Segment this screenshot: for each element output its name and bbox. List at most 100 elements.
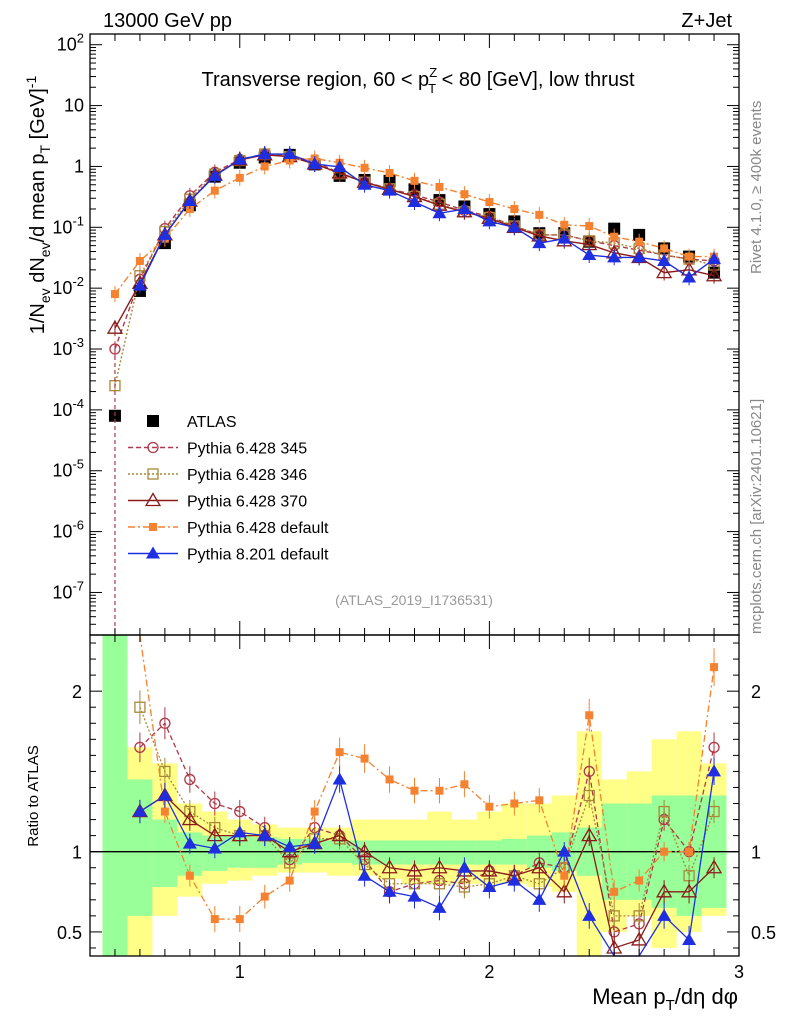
ratio-point xyxy=(431,859,448,874)
ratio-point xyxy=(705,859,723,874)
y-tick-label: 10-5 xyxy=(52,457,84,481)
data-point xyxy=(557,231,572,244)
data-point xyxy=(260,162,269,171)
legend-marker xyxy=(146,546,160,559)
legend-item: Pythia 6.428 default xyxy=(128,520,329,537)
ratio-point xyxy=(660,847,669,856)
ratio-y-tick-label: 0.5 xyxy=(57,923,82,943)
data-point xyxy=(482,214,497,227)
ratio-point xyxy=(385,775,394,784)
analysis-tag: (ATLAS_2019_I1736531) xyxy=(335,592,493,608)
ratio-point xyxy=(257,828,272,841)
data-point xyxy=(385,169,394,178)
data-point xyxy=(485,198,494,207)
green-band xyxy=(102,635,128,956)
ratio-point xyxy=(482,879,497,892)
legend-item: Pythia 6.428 346 xyxy=(128,467,307,484)
ratio-point xyxy=(610,887,619,896)
ratio-point xyxy=(582,908,597,921)
ratio-point xyxy=(310,807,319,816)
legend-item: Pythia 6.428 370 xyxy=(128,492,307,511)
data-point xyxy=(135,256,144,265)
process-label: Z+Jet xyxy=(681,10,732,32)
energy-label: 13000 GeV pp xyxy=(103,10,232,32)
ratio-point xyxy=(458,881,471,893)
legend-marker xyxy=(144,492,162,507)
green-band xyxy=(152,819,178,887)
data-point xyxy=(460,190,469,199)
ratio-point xyxy=(207,841,222,854)
data-point xyxy=(110,290,119,299)
ratio-point xyxy=(507,873,522,886)
ratio-line xyxy=(139,634,715,920)
ratio-point xyxy=(235,915,244,924)
y-tick-label: 10-3 xyxy=(52,335,84,359)
ratio-point xyxy=(680,883,698,898)
data-point xyxy=(106,319,124,334)
data-point xyxy=(232,152,247,165)
data-point xyxy=(109,343,121,355)
data-point xyxy=(235,173,244,182)
data-point xyxy=(682,270,697,283)
ratio-point xyxy=(182,836,197,849)
x-tick-label: 2 xyxy=(484,962,494,982)
ratio-point xyxy=(485,802,494,811)
ratio-point xyxy=(707,764,722,777)
legend-label: Pythia 6.428 346 xyxy=(187,467,307,484)
ratio-point xyxy=(210,915,219,924)
ratio-point xyxy=(581,827,598,842)
ratio-point xyxy=(134,741,146,753)
ratio-y-tick-label-right: 0.5 xyxy=(751,923,776,943)
ratio-point xyxy=(357,868,372,881)
data-point xyxy=(655,264,673,279)
ratio-point xyxy=(234,805,246,818)
data-point xyxy=(510,204,519,213)
x-tick-label: 3 xyxy=(734,962,744,982)
ratio-y-tick-label-right: 1 xyxy=(751,843,761,863)
data-point xyxy=(357,177,372,190)
data-point xyxy=(457,201,472,214)
x-tick-label: 1 xyxy=(235,962,245,982)
y-tick-label: 10-2 xyxy=(52,274,84,298)
data-point xyxy=(707,252,722,265)
legend-marker xyxy=(147,468,159,480)
axes: 10-7 10-6 10-5 10-4 10-3 10-2 10-1 1 10 102 1 2 3 0.5… xyxy=(52,31,776,982)
y-tick-label: 10-6 xyxy=(52,518,84,542)
y-tick-label: 1 xyxy=(74,156,84,176)
ratio-point xyxy=(631,931,648,946)
ratio-point xyxy=(583,765,595,778)
ratio-point xyxy=(608,910,620,922)
ratio-point xyxy=(557,844,572,857)
ratio-point xyxy=(435,786,444,795)
main-plot xyxy=(106,146,723,635)
ratio-point xyxy=(682,932,697,945)
legend-label: Pythia 8.201 default xyxy=(187,547,329,564)
ratio-point xyxy=(209,797,221,810)
legend-label: Pythia 6.428 345 xyxy=(187,441,307,458)
data-point xyxy=(382,183,397,196)
ratio-point xyxy=(658,805,670,818)
legend-label: Pythia 6.428 370 xyxy=(187,494,307,511)
data-point xyxy=(532,236,547,249)
ratio-y-tick-label: 2 xyxy=(72,682,82,702)
ratio-point xyxy=(406,862,423,877)
ratio-series-3 xyxy=(139,634,719,933)
ratio-point xyxy=(460,780,469,789)
ratio-point xyxy=(635,876,644,885)
ratio-y-tick-label-right: 2 xyxy=(751,682,761,702)
ratio-point xyxy=(710,663,719,672)
legend-item: ATLAS xyxy=(147,414,237,431)
ratio-point xyxy=(260,892,269,901)
plot-title: Transverse region, 60 < pZ T < 80 [GeV], … xyxy=(201,65,634,96)
data-point xyxy=(705,267,723,282)
y-axis-label: 1/Nev dNev/d mean pT [GeV]-1 xyxy=(23,76,53,335)
ratio-point xyxy=(285,876,294,885)
series-4 xyxy=(110,150,719,302)
data-point xyxy=(632,250,647,263)
data-point xyxy=(332,159,347,172)
ratio-point xyxy=(708,741,720,753)
ratio-point xyxy=(307,836,322,849)
ratio-point xyxy=(181,811,198,826)
legend-item: Pythia 6.428 345 xyxy=(128,441,307,458)
data-point xyxy=(157,227,172,240)
